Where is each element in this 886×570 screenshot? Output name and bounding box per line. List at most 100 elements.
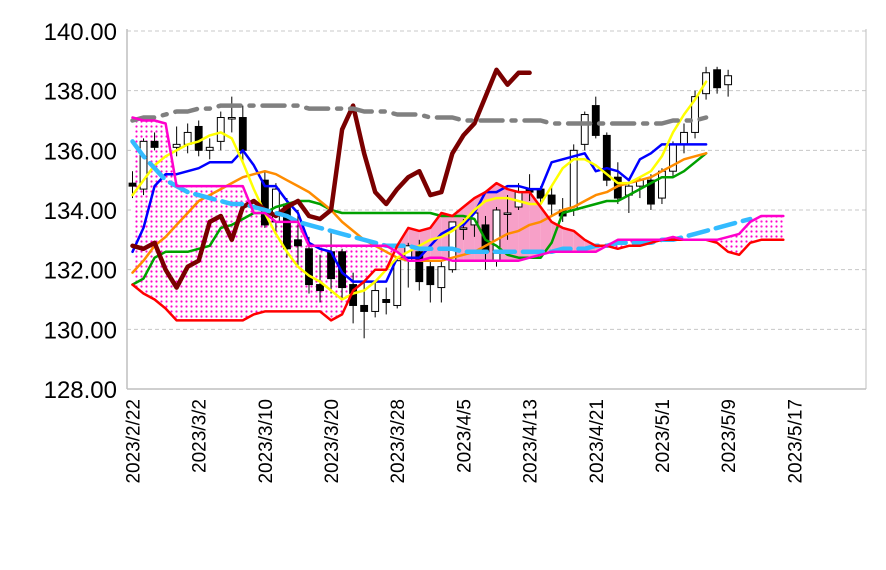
candle <box>580 111 589 151</box>
indicator-line <box>131 80 708 301</box>
candle-body-down <box>547 194 556 205</box>
candle <box>547 186 556 216</box>
candle <box>591 96 600 139</box>
candle-body-up <box>205 146 214 151</box>
candle <box>150 132 159 151</box>
indicator-line <box>131 116 785 262</box>
indicator-line <box>130 67 532 290</box>
x-tick-label: 2023/5/17 <box>785 399 806 484</box>
y-tick-label: 138.00 <box>44 79 117 106</box>
candle <box>669 141 677 178</box>
indicator-line <box>130 103 709 126</box>
x-tick-label: 2023/5/9 <box>719 399 740 473</box>
candle <box>492 207 501 267</box>
cloud-segment <box>209 186 221 321</box>
indicator-line <box>131 152 708 286</box>
cloud-segment <box>518 192 530 261</box>
candle-body-up <box>680 131 688 145</box>
candle <box>646 174 655 210</box>
candle <box>294 210 302 267</box>
x-tick-label: 2023/3/10 <box>256 399 277 484</box>
y-tick-label: 134.00 <box>44 198 117 225</box>
candle-body-up <box>139 140 148 190</box>
candle <box>713 66 722 94</box>
candle <box>680 123 688 154</box>
candle-body-down <box>150 140 159 148</box>
candle <box>371 281 380 318</box>
candle-body-down <box>426 266 435 286</box>
candle-body-up <box>393 260 402 306</box>
candlesticks <box>128 66 733 339</box>
cloud-segment <box>187 186 199 321</box>
x-tick-label: 2023/4/21 <box>587 399 608 484</box>
y-tick-label: 132.00 <box>44 258 117 285</box>
cloud-segment <box>551 221 563 252</box>
candle-body-down <box>128 182 137 187</box>
x-tick-label: 2023/3/2 <box>190 399 211 473</box>
x-tick-label: 2023/5/1 <box>653 399 674 473</box>
candle-body-down <box>194 125 203 151</box>
y-tick-label: 140.00 <box>44 19 117 46</box>
candle-body-down <box>646 179 655 205</box>
candle-body-up <box>580 114 589 145</box>
candle <box>139 138 148 196</box>
x-tick-label: 2023/3/28 <box>388 399 409 484</box>
candle-body-up <box>437 266 446 289</box>
cloud-segment <box>529 192 541 258</box>
cloud-segment <box>761 215 773 240</box>
candle <box>624 183 633 213</box>
cloud-segment <box>562 227 574 252</box>
candle-body-down <box>536 188 545 199</box>
candle-body-up <box>227 117 236 120</box>
candle-body-up <box>658 170 666 199</box>
y-tick-label: 136.00 <box>44 138 117 165</box>
y-tick-label: 128.00 <box>44 377 117 404</box>
candle <box>316 254 324 303</box>
candle-body-up <box>216 117 225 142</box>
candle-body-down <box>591 105 600 136</box>
candle-body-down <box>316 284 324 292</box>
candle <box>205 138 214 160</box>
candle-body-up <box>459 227 468 230</box>
x-tick-label: 2023/3/20 <box>322 399 343 484</box>
cloud-segment <box>198 186 210 321</box>
cloud-segment <box>353 245 365 291</box>
y-tick-label: 130.00 <box>44 317 117 344</box>
indicator-lines <box>130 67 785 322</box>
candle-body-down <box>294 239 302 247</box>
candle <box>503 195 512 240</box>
candle-body-down <box>602 134 611 181</box>
cloud-segment <box>772 215 784 240</box>
candle <box>437 260 446 303</box>
candle-body-down <box>360 304 369 312</box>
candle-body-up <box>724 75 733 86</box>
candle-body-down <box>238 117 247 151</box>
x-tick-label: 2023/2/22 <box>124 399 145 484</box>
candle-body-down <box>260 179 269 226</box>
cloud-segment <box>364 245 376 282</box>
cloud-segment <box>750 215 762 243</box>
candle <box>194 120 203 157</box>
cloud-segment <box>264 212 276 312</box>
candle-body-up <box>448 221 457 271</box>
indicator-line <box>131 181 785 322</box>
candle <box>216 111 225 151</box>
cloud-segment <box>220 186 232 321</box>
candle-body-up <box>371 290 380 312</box>
candle-body-down <box>305 248 313 286</box>
indicator-line <box>131 143 708 283</box>
candle <box>426 260 435 303</box>
candle <box>382 287 391 315</box>
candle-body-down <box>382 299 391 303</box>
cloud-segment <box>154 120 166 309</box>
cloud-segment <box>739 221 751 255</box>
cloud-segment <box>176 186 188 321</box>
candle-body-up <box>503 212 512 215</box>
candle-body-down <box>415 251 424 283</box>
candle <box>183 123 192 154</box>
cloud-segment <box>242 186 254 321</box>
axes: 140.00 138.00 136.00 134.00 132.00 130.00 128.… <box>44 19 867 484</box>
x-tick-label: 2023/4/13 <box>521 399 542 484</box>
